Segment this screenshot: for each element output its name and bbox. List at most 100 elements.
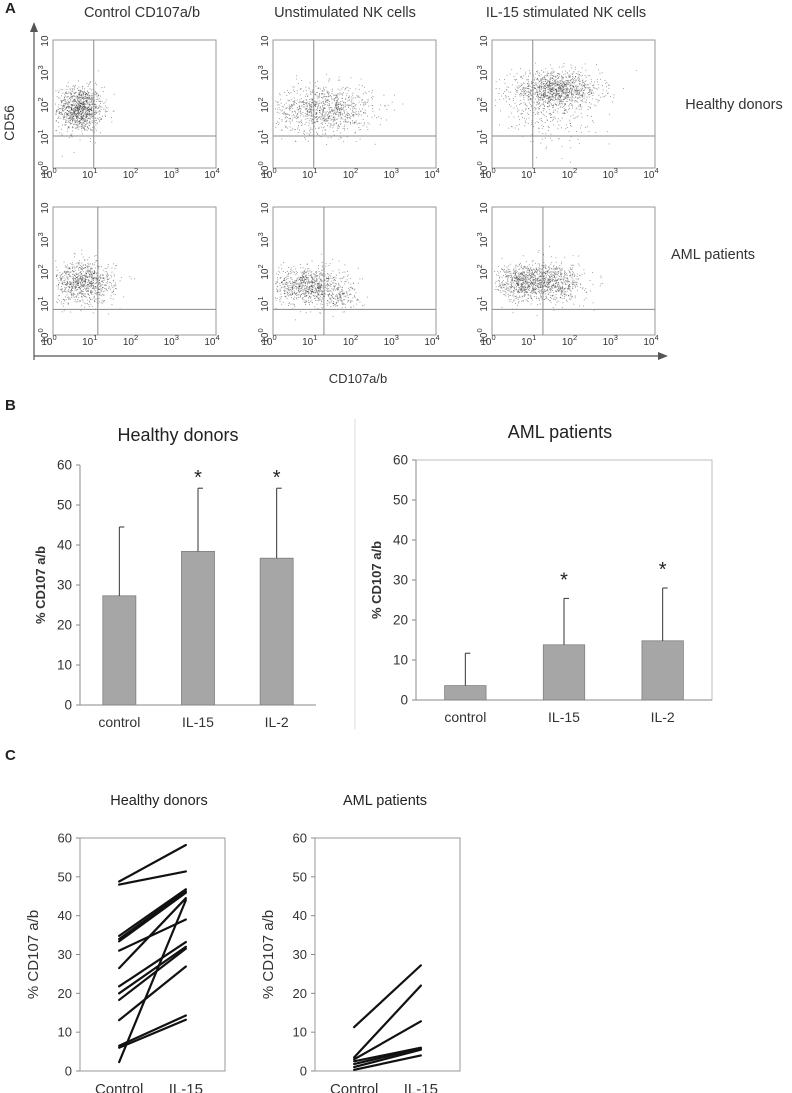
event-dot: [73, 277, 75, 279]
event-dot: [297, 282, 299, 284]
event-dot: [88, 92, 90, 93]
event-dot: [534, 122, 536, 124]
event-dot: [309, 134, 310, 136]
event-dot: [316, 95, 318, 97]
event-dot: [61, 100, 63, 102]
event-dot: [96, 273, 97, 274]
event-dot: [299, 288, 301, 290]
event-dot: [72, 108, 74, 110]
event-dot: [538, 72, 540, 74]
flow-cytometry-panel: Control CD107a/b Unstimulated NK cells I…: [1, 5, 783, 386]
event-dot: [91, 108, 92, 110]
event-dot: [322, 103, 324, 105]
event-dot: [564, 84, 565, 86]
event-dot: [580, 85, 582, 87]
event-dot: [549, 87, 551, 89]
event-dot: [324, 114, 326, 116]
event-dot: [540, 74, 542, 76]
event-dot: [300, 271, 302, 273]
event-dot: [593, 84, 595, 86]
event-dot: [302, 289, 304, 291]
event-dot: [329, 285, 331, 287]
event-dot: [288, 289, 290, 291]
event-dot: [284, 284, 286, 285]
event-dot: [86, 291, 88, 293]
event-dot: [549, 78, 551, 80]
event-dot: [77, 280, 79, 282]
event-dot: [338, 79, 339, 81]
event-dot: [570, 147, 572, 149]
event-dot: [75, 85, 76, 86]
event-dot: [292, 281, 293, 283]
event-dot: [59, 277, 61, 278]
event-dot: [102, 287, 103, 289]
event-dot: [105, 116, 106, 117]
event-dot: [560, 80, 562, 81]
event-dot: [600, 96, 602, 98]
event-dot: [568, 83, 569, 85]
event-dot: [311, 102, 313, 104]
event-dot: [500, 110, 501, 112]
event-dot: [98, 267, 100, 269]
event-dot: [111, 271, 113, 273]
event-dot: [547, 81, 549, 83]
event-dot: [583, 81, 585, 83]
event-dot: [593, 87, 594, 89]
event-dot: [326, 281, 328, 282]
event-dot: [361, 85, 363, 87]
event-dot: [566, 83, 568, 84]
event-dot: [567, 80, 568, 81]
event-dot: [61, 287, 63, 289]
event-dot: [562, 103, 563, 105]
event-dot: [98, 275, 100, 277]
event-dot: [303, 100, 305, 102]
event-dot: [606, 86, 608, 88]
event-dot: [299, 99, 301, 101]
event-dot: [567, 90, 568, 92]
event-dot: [336, 94, 338, 96]
event-dot: [67, 96, 69, 98]
event-dot: [540, 78, 542, 79]
event-dot: [80, 118, 82, 119]
x-tick-label: 101: [82, 166, 97, 181]
event-dot: [95, 108, 97, 109]
event-dot: [342, 86, 344, 88]
event-dot: [288, 108, 290, 109]
event-dot: [339, 92, 341, 94]
event-dot: [564, 82, 565, 84]
event-dot: [558, 75, 560, 77]
event-dot: [98, 298, 100, 299]
event-dot: [97, 95, 99, 97]
event-dot: [324, 280, 326, 281]
event-dot: [533, 75, 535, 77]
event-dot: [66, 296, 68, 298]
event-dot: [549, 85, 551, 87]
event-dot: [80, 104, 82, 106]
event-dot: [55, 120, 57, 122]
event-dot: [58, 113, 60, 115]
event-dot: [66, 281, 68, 283]
y-tick-label: 100: [36, 161, 51, 176]
event-dot: [66, 285, 68, 286]
event-dot: [81, 112, 83, 114]
event-dot: [83, 116, 85, 117]
event-dot: [311, 115, 313, 117]
event-dot: [550, 117, 552, 118]
event-dot: [570, 125, 571, 127]
event-dot: [123, 296, 125, 298]
event-dot: [303, 294, 305, 296]
event-dot: [284, 282, 286, 284]
event-dot: [94, 122, 96, 124]
event-dot: [68, 98, 70, 100]
event-dot: [291, 115, 293, 117]
event-dot: [359, 138, 361, 140]
event-dot: [295, 281, 297, 283]
event-dot: [552, 95, 554, 97]
event-dot: [67, 264, 68, 266]
event-dot: [569, 103, 571, 105]
event-dot: [547, 101, 549, 102]
event-dot: [300, 294, 302, 296]
event-dot: [538, 121, 539, 123]
event-dot: [575, 79, 577, 81]
